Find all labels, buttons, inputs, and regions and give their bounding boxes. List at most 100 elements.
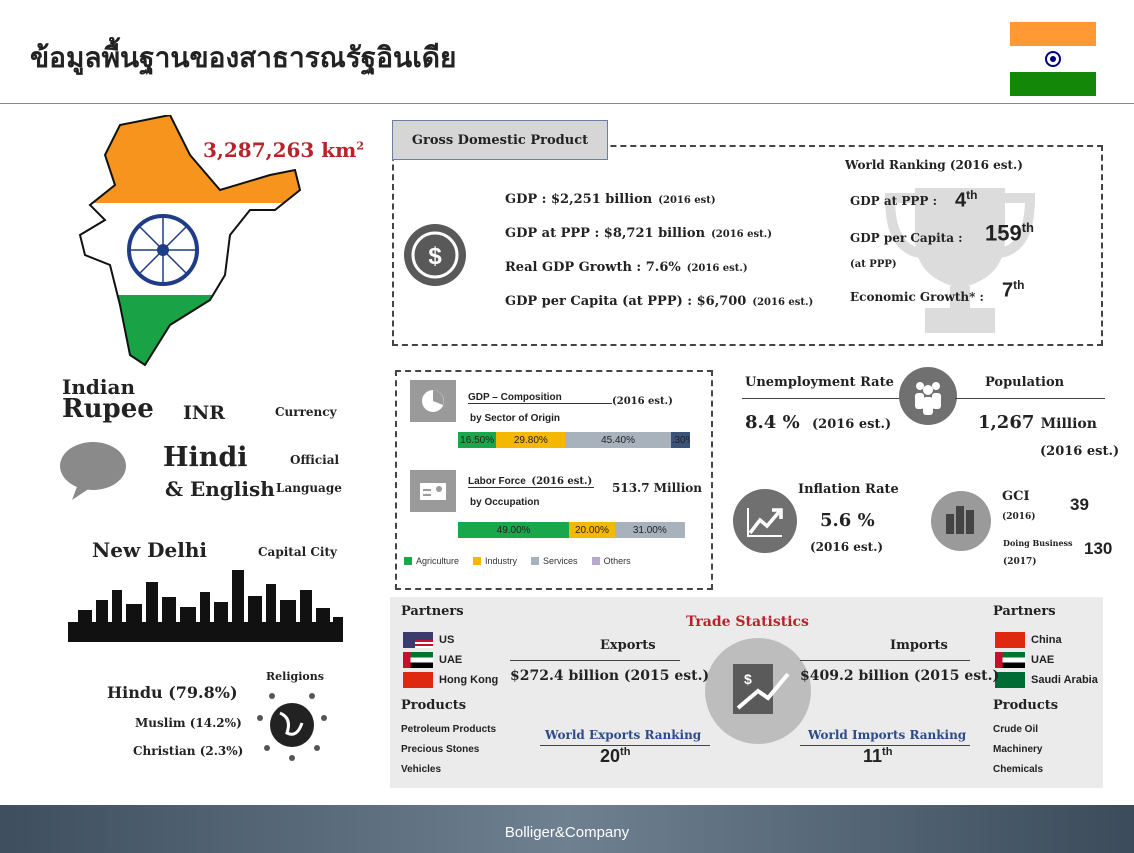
partner: UAE — [1031, 654, 1055, 666]
doing-value: 130 — [1084, 539, 1113, 558]
footer — [0, 805, 1134, 853]
religions-label: Religions — [266, 670, 324, 683]
segment-label: 31.00% — [632, 524, 667, 536]
language-label: Official — [290, 453, 340, 467]
language-label: Language — [276, 481, 342, 495]
area: 3,287,263 km2 — [203, 138, 364, 162]
religion: Hindu (79.8%) — [107, 683, 238, 702]
svg-text:$: $ — [428, 243, 442, 270]
labor-note: (2016 est.) — [531, 476, 593, 487]
area-sup: 2 — [356, 139, 364, 153]
composition-box — [395, 370, 713, 590]
rank: 159th — [985, 220, 1034, 246]
legend-swatch — [473, 557, 482, 565]
composition-title: GDP – Composition — [468, 392, 612, 404]
labor-title: Labor Force (2016 est.) — [468, 476, 595, 488]
labor-subtitle: by Occupation — [470, 497, 540, 508]
trade-rank: 11th — [863, 746, 892, 767]
rank: 4th — [955, 188, 977, 213]
legend-swatch — [531, 557, 540, 565]
rank-label: GDP per Capita : — [850, 231, 963, 245]
labor-bar: 49.00% 20.00% 31.00% — [458, 522, 685, 538]
partner: China — [1031, 634, 1062, 646]
rank-value: 11 — [863, 746, 883, 766]
rule — [800, 745, 970, 746]
segment-label: 45.40% — [601, 434, 635, 446]
trade-value: $409.2 billion (2015 est.) — [800, 668, 1000, 684]
trade-value: $272.4 billion (2015 est.) — [510, 668, 710, 684]
product: Petroleum Products — [401, 724, 497, 735]
product: Chemicals — [993, 764, 1044, 775]
india-map — [78, 115, 302, 367]
partners-label: Partners — [993, 604, 1056, 619]
composition-bar: 16.50% 29.80% 45.40% 8.30% — [458, 432, 690, 448]
globe — [257, 693, 327, 761]
capital: New Delhi — [92, 538, 207, 562]
composition-note: (2016 est.) — [612, 396, 673, 407]
trophy — [885, 188, 1035, 333]
rank-label: GDP at PPP : — [850, 194, 938, 208]
trade-flow-title: Imports — [890, 638, 948, 653]
currency-name: Indian — [62, 375, 135, 399]
rule — [742, 398, 902, 399]
bar-segment: 49.00% — [458, 522, 570, 538]
segment-label: 49.00% — [496, 524, 531, 536]
product: Machinery — [993, 744, 1043, 755]
currency-code: INR — [183, 402, 226, 424]
legend-item: Others — [591, 556, 631, 566]
chart-icon — [733, 489, 797, 553]
rank-suffix: th — [882, 746, 893, 758]
language: & English — [165, 477, 275, 501]
flag — [403, 672, 433, 688]
rule — [800, 660, 970, 661]
svg-text:$: $ — [744, 671, 752, 687]
separator — [0, 103, 1134, 104]
legend-swatch — [404, 557, 412, 565]
rule — [540, 745, 710, 746]
segment-label: 29.80% — [513, 434, 548, 446]
rank-label: Economic Growth* : — [850, 290, 984, 304]
unemployment-label: Unemployment Rate — [745, 375, 894, 390]
gdp-line: GDP per Capita (at PPP) : $6,700 (2016 es… — [505, 294, 813, 309]
capital-label: Capital City — [258, 545, 337, 559]
partner: Hong Kong — [439, 674, 499, 686]
inflation-note: (2016 est.) — [810, 540, 884, 554]
population-note: (2016 est.) — [1040, 444, 1120, 459]
rank-suffix: th — [1013, 278, 1025, 292]
skyline — [68, 570, 343, 642]
title: ข้อมูลพื้นฐานของสาธารณรัฐอินเดีย — [30, 41, 457, 74]
ranking-title: World Ranking (2016 est.) — [845, 158, 1023, 172]
legend-label: Others — [603, 556, 631, 566]
gci-year: (2016) — [1002, 512, 1036, 522]
pie-icon — [410, 380, 456, 422]
flag — [995, 672, 1025, 688]
area-value: 3,287,263 km — [203, 138, 357, 162]
gdp-line-label: GDP per Capita (at PPP) : $6,700 — [505, 294, 747, 309]
rank: 7th — [1002, 278, 1024, 303]
religion: Muslim (14.2%) — [135, 716, 242, 730]
segment-label: 8.30% — [671, 434, 690, 446]
legend-label: Agriculture — [416, 556, 460, 566]
bar-segment: 8.30% — [670, 432, 690, 448]
legend-item: Agriculture — [404, 556, 459, 566]
bar-segment: 16.50% — [458, 432, 497, 448]
currency-label: Currency — [275, 405, 337, 419]
religion: Christian (2.3%) — [133, 744, 244, 758]
composition-subtitle: by Sector of Origin — [470, 413, 561, 424]
inflation-label: Inflation Rate — [798, 482, 899, 497]
flag — [403, 652, 433, 668]
trade-icon: $ — [705, 638, 811, 744]
trade-title: Trade Statistics — [686, 614, 809, 630]
legend-item: Services — [531, 556, 578, 566]
bar-segment: 29.80% — [496, 432, 566, 448]
labor-total: 513.7 Million — [612, 481, 702, 495]
india-flag — [1010, 22, 1096, 96]
product: Vehicles — [401, 764, 442, 775]
gdp-line: GDP : $2,251 billion (2016 est) — [505, 192, 716, 207]
dollar-icon: $ — [404, 224, 466, 286]
segment-label: 16.50% — [460, 434, 495, 446]
trade-flow-title: Exports — [600, 638, 656, 653]
ranking-label: World Exports Ranking — [545, 728, 702, 742]
legend-item: Industry — [473, 556, 517, 566]
partners-label: Partners — [401, 604, 464, 619]
